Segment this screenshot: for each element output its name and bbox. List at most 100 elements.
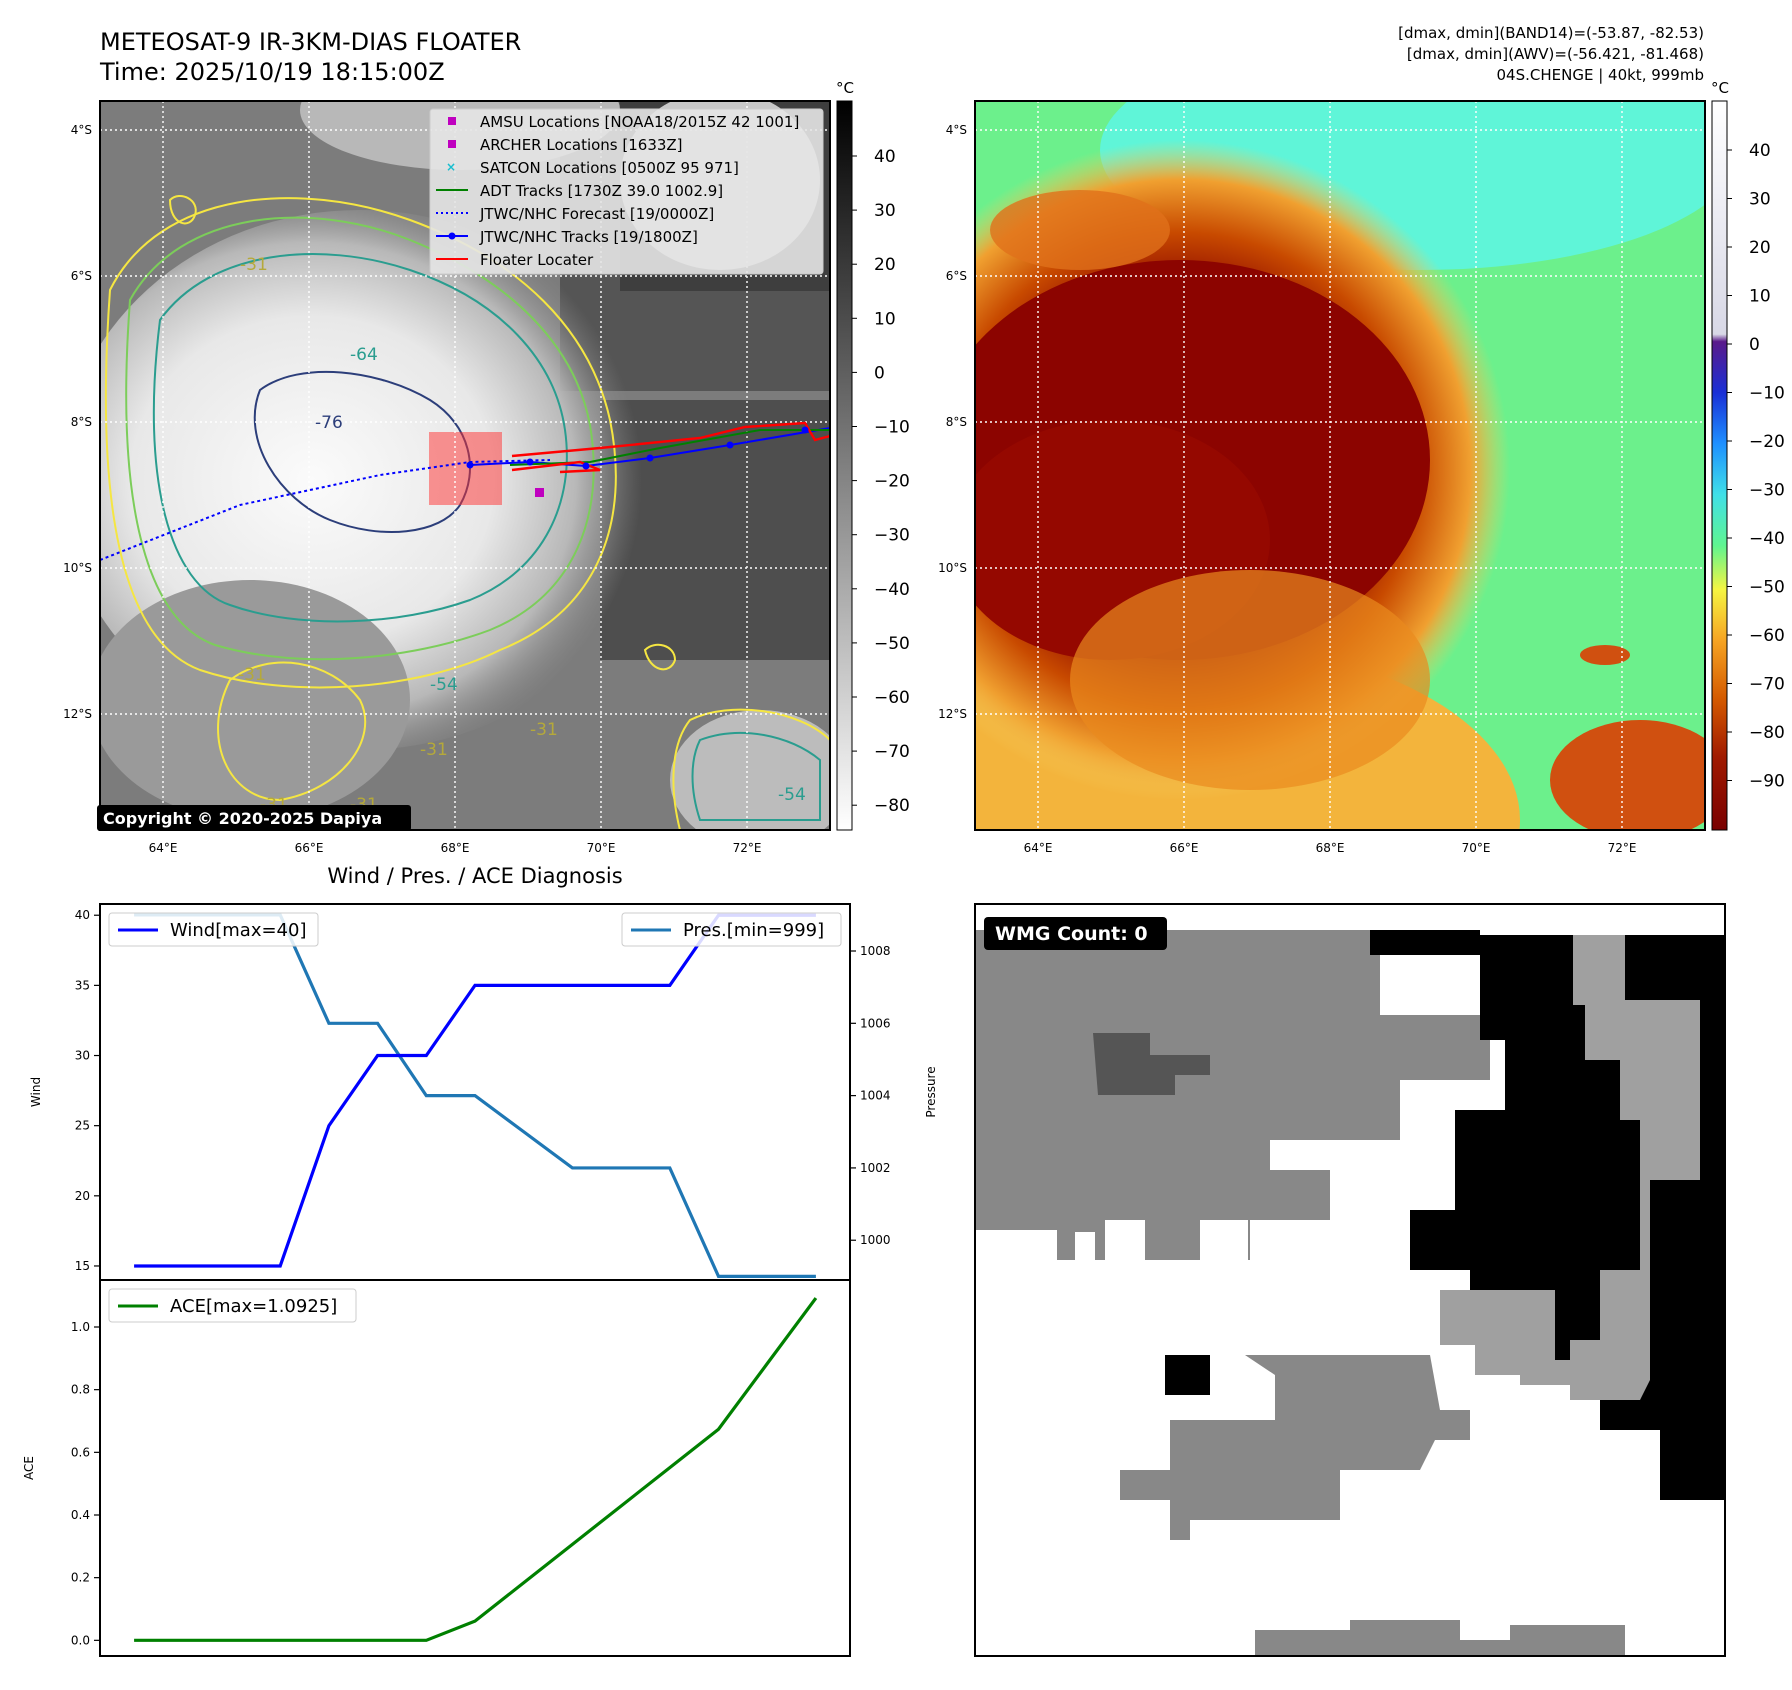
- svg-text:66°E: 66°E: [295, 841, 324, 855]
- awv-colorbar-tick-label: −20: [1749, 432, 1785, 452]
- awv-lat-labels: 4°S 6°S 8°S 10°S 12°S: [938, 123, 967, 721]
- awv-colorbar-tick-label: −80: [1749, 723, 1785, 743]
- wind-tick-label: 15: [75, 1259, 90, 1273]
- ir-colorbar: °C 40 30 20 10 0 −10 −20 −30 −40 −50 −60 −70 −80: [836, 79, 910, 831]
- pressure-tick-label: 1000: [860, 1233, 891, 1247]
- ir-colorbar-tick-label: 40: [874, 147, 896, 167]
- svg-text:64°E: 64°E: [1024, 841, 1053, 855]
- wmg-panel: WMG Count: 0: [974, 903, 1726, 1657]
- ir-colorbar-unit: °C: [836, 79, 854, 97]
- ir-lon-labels: 64°E 66°E 68°E 70°E 72°E: [149, 841, 762, 855]
- legend-label: JTWC/NHC Tracks [19/1800Z]: [479, 228, 698, 246]
- svg-text:66°E: 66°E: [1170, 841, 1199, 855]
- wind-legend-label: Wind[max=40]: [170, 920, 307, 941]
- awv-range: [dmax, dmin](AWV)=(-56.421, -81.468): [1407, 45, 1704, 63]
- svg-text:4°S: 4°S: [71, 123, 92, 137]
- awv-colorbar-tick-label: 20: [1749, 238, 1771, 258]
- wind-pressure-chart: 15 20 25 30 35 40 1000 1002 1004 1006 1008: [75, 903, 891, 1281]
- copyright-text: Copyright © 2020-2025 Dapiya: [103, 809, 382, 828]
- pressure-tick-label: 1002: [860, 1161, 891, 1175]
- wind-tick-label: 30: [75, 1049, 90, 1063]
- awv-map: 4°S 6°S 8°S 10°S 12°S 64°E 66°E 68°E 70°…: [938, 100, 1706, 855]
- amsu-legend-marker: [448, 117, 456, 125]
- contour-label: -76: [315, 413, 343, 433]
- figure-time: Time: 2025/10/19 18:15:00Z: [99, 58, 445, 86]
- ir-lat-labels: 4°S 6°S 8°S 10°S 12°S: [63, 123, 92, 721]
- wind-tick-label: 25: [75, 1119, 90, 1133]
- svg-text:72°E: 72°E: [733, 841, 762, 855]
- svg-text:68°E: 68°E: [1316, 841, 1345, 855]
- ir-colorbar-tick-label: −30: [874, 526, 910, 546]
- awv-colorbar-tick-label: 10: [1749, 287, 1771, 307]
- ir-colorbar-tick-label: −10: [874, 418, 910, 438]
- awv-colorbar-tick-label: −30: [1749, 481, 1785, 501]
- awv-colorbar-tick-label: −50: [1749, 578, 1785, 598]
- wmg-badge: [984, 917, 1167, 950]
- ace-tick-label: 0.0: [71, 1633, 90, 1647]
- jtwc-track-line: [469, 427, 830, 468]
- wmg-badge-text: WMG Count: 0: [995, 923, 1148, 945]
- legend-label: Floater Locater: [480, 251, 594, 269]
- svg-text:6°S: 6°S: [71, 269, 92, 283]
- archer-legend-marker: [448, 140, 456, 148]
- ace-axis-label: ACE: [22, 1456, 36, 1480]
- contour-label: -54: [778, 785, 806, 805]
- ace-tick-label: 0.6: [71, 1445, 90, 1459]
- awv-colorbar: °C 40 30 20 10 0 −10 −20 −30 −40 −50 −60 −70 −80 −90: [1711, 79, 1785, 831]
- contour-label: -31: [238, 665, 266, 685]
- contour-label: -64: [350, 345, 378, 365]
- legend-label: JTWC/NHC Forecast [19/0000Z]: [479, 205, 714, 223]
- ir-colorbar-tick-label: −20: [874, 472, 910, 492]
- wind-axis-label: Wind: [29, 1077, 43, 1107]
- awv-colorbar-tick-label: −40: [1749, 529, 1785, 549]
- ace-tick-label: 0.8: [71, 1383, 90, 1397]
- awv-colorbar-tick-label: 30: [1749, 190, 1771, 210]
- wind-tick-label: 35: [75, 978, 90, 992]
- ace-legend-label: ACE[max=1.0925]: [170, 1296, 337, 1317]
- svg-text:8°S: 8°S: [946, 415, 967, 429]
- copyright-badge: [97, 805, 411, 831]
- awv-colorbar-tick-label: 0: [1749, 335, 1760, 355]
- ir-colorbar-tick-label: 0: [874, 363, 885, 383]
- ir-colorbar-tick-label: −70: [874, 742, 910, 762]
- svg-text:8°S: 8°S: [71, 415, 92, 429]
- ace-series-line: [134, 1297, 818, 1642]
- awv-lon-labels: 64°E 66°E 68°E 70°E 72°E: [1024, 841, 1637, 855]
- svg-text:6°S: 6°S: [946, 269, 967, 283]
- contour-label: -31: [420, 740, 448, 760]
- band14-range: [dmax, dmin](BAND14)=(-53.87, -82.53): [1398, 24, 1704, 42]
- ir-colorbar-tick-label: −50: [874, 634, 910, 654]
- storm-info: 04S.CHENGE | 40kt, 999mb: [1497, 66, 1704, 84]
- pressure-axis-label: Pressure: [924, 1066, 938, 1117]
- awv-colorbar-tick-label: 40: [1749, 141, 1771, 161]
- pressure-tick-label: 1008: [860, 944, 891, 958]
- satcon-legend-marker: ×: [446, 160, 456, 174]
- ir-colorbar-tick-label: −40: [874, 580, 910, 600]
- wind-legend: Wind[max=40]: [108, 912, 319, 947]
- ace-legend: ACE[max=1.0925]: [108, 1288, 357, 1323]
- legend-label: AMSU Locations [NOAA18/2015Z 42 1001]: [480, 113, 799, 131]
- archer-marker: [535, 488, 544, 497]
- legend-label: ADT Tracks [1730Z 39.0 1002.9]: [480, 182, 723, 200]
- ir-colorbar-tick-label: 10: [874, 309, 896, 329]
- pressure-legend: Pres.[min=999]: [621, 912, 842, 947]
- ir-colorbar-tick-label: −60: [874, 688, 910, 708]
- pressure-legend-label: Pres.[min=999]: [683, 920, 824, 941]
- legend-label: ARCHER Locations [1633Z]: [480, 136, 683, 154]
- pressure-tick-label: 1006: [860, 1016, 891, 1030]
- awv-colorbar-tick-label: −10: [1749, 384, 1785, 404]
- contour-label: -54: [430, 675, 458, 695]
- svg-text:12°S: 12°S: [938, 707, 967, 721]
- ir-map: -64 -76 -54 -31 -31 -31 -31 -31 -54 -31 …: [63, 100, 831, 855]
- contour-label: -31: [240, 255, 268, 275]
- svg-text:68°E: 68°E: [441, 841, 470, 855]
- svg-text:4°S: 4°S: [946, 123, 967, 137]
- svg-text:70°E: 70°E: [587, 841, 616, 855]
- svg-text:12°S: 12°S: [63, 707, 92, 721]
- ir-colorbar-tick-label: 20: [874, 255, 896, 275]
- ir-map-legend: × AMSU Locations [NOAA18/2015Z 42 1001] …: [429, 108, 824, 275]
- contour-label: -31: [530, 720, 558, 740]
- svg-text:10°S: 10°S: [63, 561, 92, 575]
- figure-title: METEOSAT-9 IR-3KM-DIAS FLOATER: [100, 28, 521, 56]
